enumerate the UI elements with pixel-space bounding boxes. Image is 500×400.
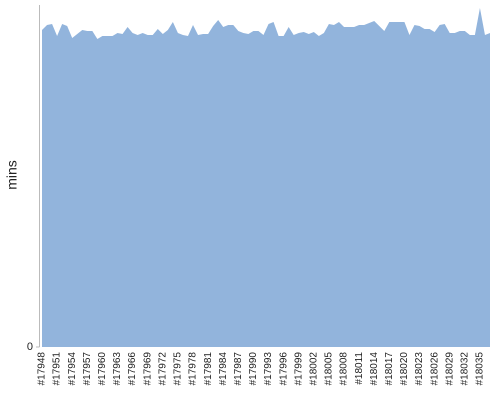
- x-tick-label: #17990: [248, 352, 259, 386]
- x-tick-label: #17948: [37, 352, 48, 386]
- x-tick-label: #18005: [324, 352, 335, 386]
- x-tick-label: #18035: [475, 352, 486, 386]
- x-tick-label: #17969: [142, 352, 153, 386]
- x-tick-label: #17984: [218, 352, 229, 386]
- x-tick-label: #17951: [52, 352, 63, 386]
- x-tick-label: #17987: [233, 352, 244, 386]
- x-tick-label: #18017: [384, 352, 395, 386]
- y-tick-label: 0: [27, 341, 33, 353]
- x-tick-label: #18002: [308, 352, 319, 386]
- x-tick-label: #17996: [278, 352, 289, 386]
- x-tick-label: #17960: [97, 352, 108, 386]
- x-tick-label: #18023: [414, 352, 425, 386]
- x-tick-label: #18008: [339, 352, 350, 386]
- x-tick-label: #17978: [188, 352, 199, 386]
- x-tick-label: #17981: [203, 352, 214, 386]
- x-tick-label: #17957: [82, 352, 93, 386]
- x-tick-label: #18020: [399, 352, 410, 386]
- x-tick-label: #17975: [173, 352, 184, 386]
- x-tick-label: #18011: [354, 352, 365, 385]
- x-tick-label: #17993: [263, 352, 274, 386]
- x-tick-label: #18014: [369, 352, 380, 386]
- y-axis-label: mins: [4, 160, 20, 190]
- x-tick-label: #17966: [127, 352, 138, 386]
- area: [42, 8, 490, 347]
- x-tick-label: #17972: [157, 352, 168, 386]
- x-tick-label: #17999: [293, 352, 304, 386]
- x-tick-label: #18026: [429, 352, 440, 386]
- x-tick-label: #17963: [112, 352, 123, 386]
- x-tick-label: #17954: [67, 352, 78, 386]
- x-tick-label: #18032: [459, 352, 470, 386]
- x-tick-label: #18029: [444, 352, 455, 386]
